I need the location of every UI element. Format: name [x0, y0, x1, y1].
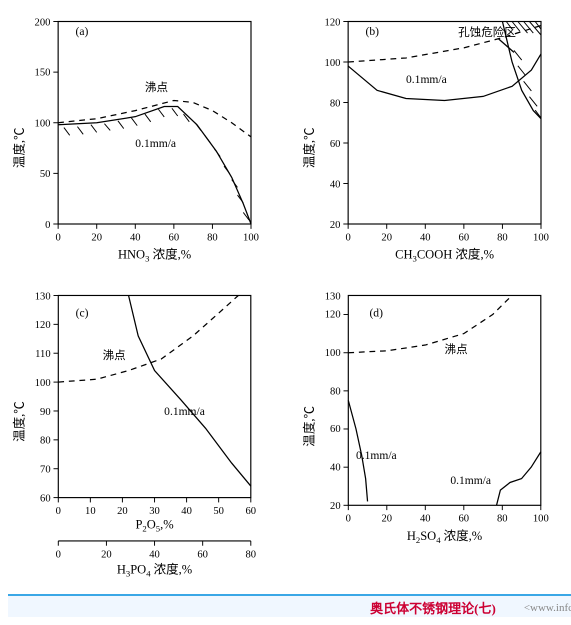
svg-text:40: 40 [149, 549, 160, 560]
footer-bar: 奥氏体不锈钢理论(七) <www.infc [8, 594, 571, 617]
svg-text:20: 20 [91, 232, 102, 243]
panel-a: 0 50 100 150 200 0 20 40 60 80 100 [8, 8, 290, 278]
svg-text:0: 0 [56, 549, 61, 560]
svg-text:60: 60 [329, 139, 340, 150]
svg-text:130: 130 [35, 291, 51, 302]
svg-text:60: 60 [169, 232, 180, 243]
svg-text:110: 110 [35, 349, 50, 360]
svg-text:40: 40 [130, 232, 141, 243]
svg-text:120: 120 [324, 17, 340, 28]
panel-d: 20 40 60 80 100 120 130 0 20 40 60 80 10… [298, 282, 571, 590]
svg-text:80: 80 [207, 232, 218, 243]
boiling-label-d: 沸点 [444, 343, 467, 356]
ylabel-d: 温度,℃ [301, 406, 316, 447]
svg-text:90: 90 [40, 407, 51, 418]
ylabel-a: 温度,℃ [11, 127, 26, 168]
xlabel-c1: P2O5,% [135, 517, 173, 533]
xlabel-b: CH3COOH 浓度,% [395, 247, 494, 264]
svg-text:50: 50 [213, 506, 224, 517]
panel-tag-d: (d) [369, 308, 383, 320]
footer-url: <www.infc [524, 602, 571, 614]
svg-text:60: 60 [197, 549, 208, 560]
svg-text:80: 80 [497, 232, 508, 243]
pitting-hazard-label: 孔蚀危险区 [458, 25, 516, 39]
rate-label-b: 0.1mm/a [406, 73, 447, 86]
svg-text:100: 100 [35, 378, 51, 389]
rate-label-a: 0.1mm/a [135, 137, 176, 150]
svg-text:20: 20 [101, 549, 112, 560]
svg-text:0: 0 [55, 232, 60, 243]
svg-text:40: 40 [181, 506, 192, 517]
svg-text:20: 20 [117, 506, 128, 517]
svg-text:80: 80 [329, 98, 340, 109]
footer-title: 奥氏体不锈钢理论(七) [370, 598, 496, 617]
svg-text:60: 60 [330, 424, 341, 435]
svg-text:40: 40 [419, 232, 430, 243]
svg-text:0: 0 [345, 514, 350, 525]
svg-text:40: 40 [329, 179, 340, 190]
svg-text:60: 60 [458, 232, 469, 243]
svg-text:100: 100 [532, 514, 548, 525]
svg-text:80: 80 [246, 549, 257, 560]
svg-text:40: 40 [420, 514, 431, 525]
boiling-label-c: 沸点 [103, 349, 126, 362]
svg-text:80: 80 [330, 387, 341, 398]
svg-text:30: 30 [149, 506, 160, 517]
svg-text:0: 0 [45, 220, 50, 231]
svg-text:100: 100 [243, 232, 259, 243]
svg-text:120: 120 [35, 320, 51, 331]
xlabel-a: HNO3 浓度,% [118, 247, 191, 264]
svg-text:0: 0 [345, 232, 350, 243]
svg-text:20: 20 [381, 514, 392, 525]
svg-text:80: 80 [497, 514, 508, 525]
svg-text:0: 0 [56, 506, 61, 517]
xlabel-d: H2SO4 浓度,% [406, 528, 481, 545]
panel-grid: 0 50 100 150 200 0 20 40 60 80 100 [8, 8, 571, 590]
svg-text:50: 50 [40, 169, 51, 180]
svg-text:130: 130 [324, 291, 340, 302]
svg-text:60: 60 [246, 506, 257, 517]
svg-text:60: 60 [40, 493, 51, 504]
svg-text:100: 100 [533, 232, 549, 243]
svg-text:40: 40 [330, 463, 341, 474]
svg-text:100: 100 [324, 348, 340, 359]
svg-text:150: 150 [35, 68, 51, 79]
svg-text:200: 200 [35, 17, 51, 28]
panel-tag-c: (c) [76, 308, 89, 320]
svg-text:20: 20 [329, 220, 340, 231]
svg-text:100: 100 [35, 119, 51, 130]
panel-tag-b: (b) [365, 25, 379, 38]
panel-tag-a: (a) [76, 25, 89, 38]
svg-text:10: 10 [85, 506, 96, 517]
svg-text:20: 20 [381, 232, 392, 243]
xlabel-c2: H3PO4 浓度,% [117, 562, 192, 579]
boiling-label-a: 沸点 [145, 81, 168, 94]
panel-b: 20 40 60 80 100 120 0 20 40 60 80 100 [298, 8, 571, 278]
rate-label-d-left: 0.1mm/a [356, 450, 397, 462]
rate-label-d-right: 0.1mm/a [450, 475, 491, 487]
svg-text:120: 120 [324, 310, 340, 321]
svg-text:60: 60 [458, 514, 469, 525]
svg-text:20: 20 [330, 501, 341, 512]
rate-label-c: 0.1mm/a [164, 406, 205, 418]
svg-text:100: 100 [324, 58, 340, 69]
ylabel-c: 温度,℃ [12, 401, 27, 442]
svg-text:70: 70 [40, 465, 51, 476]
ylabel-b: 温度,℃ [301, 127, 316, 168]
panel-c: 60 70 80 90 100 110 120 130 0 10 20 30 4… [8, 282, 290, 590]
svg-text:80: 80 [40, 436, 51, 447]
